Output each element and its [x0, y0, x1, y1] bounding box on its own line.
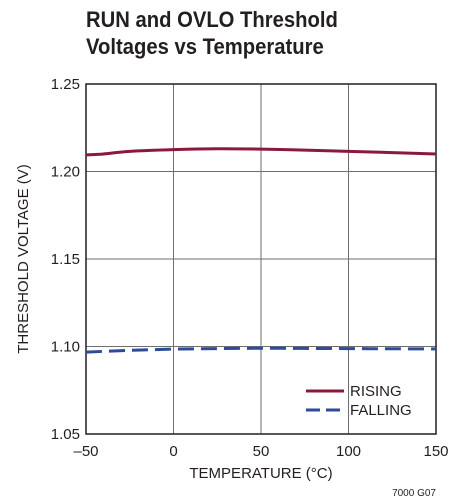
grid-lines [86, 84, 436, 434]
chart-title-line-1: RUN and OVLO Threshold [86, 7, 338, 32]
y-tick-label: 1.15 [51, 251, 80, 268]
y-tick-label: 1.10 [51, 339, 80, 356]
x-tick-label: 0 [169, 443, 177, 460]
tick-labels: –50 0 50 100 150 1.05 1.10 1.15 1.20 1.25 [51, 76, 449, 460]
series-layer [85, 147, 437, 354]
x-tick-label: –50 [73, 443, 98, 460]
legend-label-falling: FALLING [350, 402, 412, 419]
y-axis-label: THRESHOLD VOLTAGE (V) [15, 164, 32, 353]
series-line-rising [85, 147, 437, 157]
y-tick-label: 1.25 [51, 76, 80, 93]
x-axis-label: TEMPERATURE (°C) [189, 465, 332, 482]
y-tick-label: 1.05 [51, 426, 80, 443]
x-tick-label: 50 [253, 443, 270, 460]
plot-frame [85, 83, 437, 435]
y-tick-label: 1.20 [51, 164, 80, 181]
legend: RISING FALLING [306, 383, 412, 419]
series-line-falling [85, 346, 437, 354]
x-tick-label: 150 [423, 443, 448, 460]
figure-code: 7000 G07 [392, 488, 436, 499]
x-tick-label: 100 [336, 443, 361, 460]
chart-title-line-2: Voltages vs Temperature [86, 34, 324, 59]
legend-label-rising: RISING [350, 383, 402, 400]
chart-title: RUN and OVLO Threshold Voltages vs Tempe… [86, 6, 417, 60]
